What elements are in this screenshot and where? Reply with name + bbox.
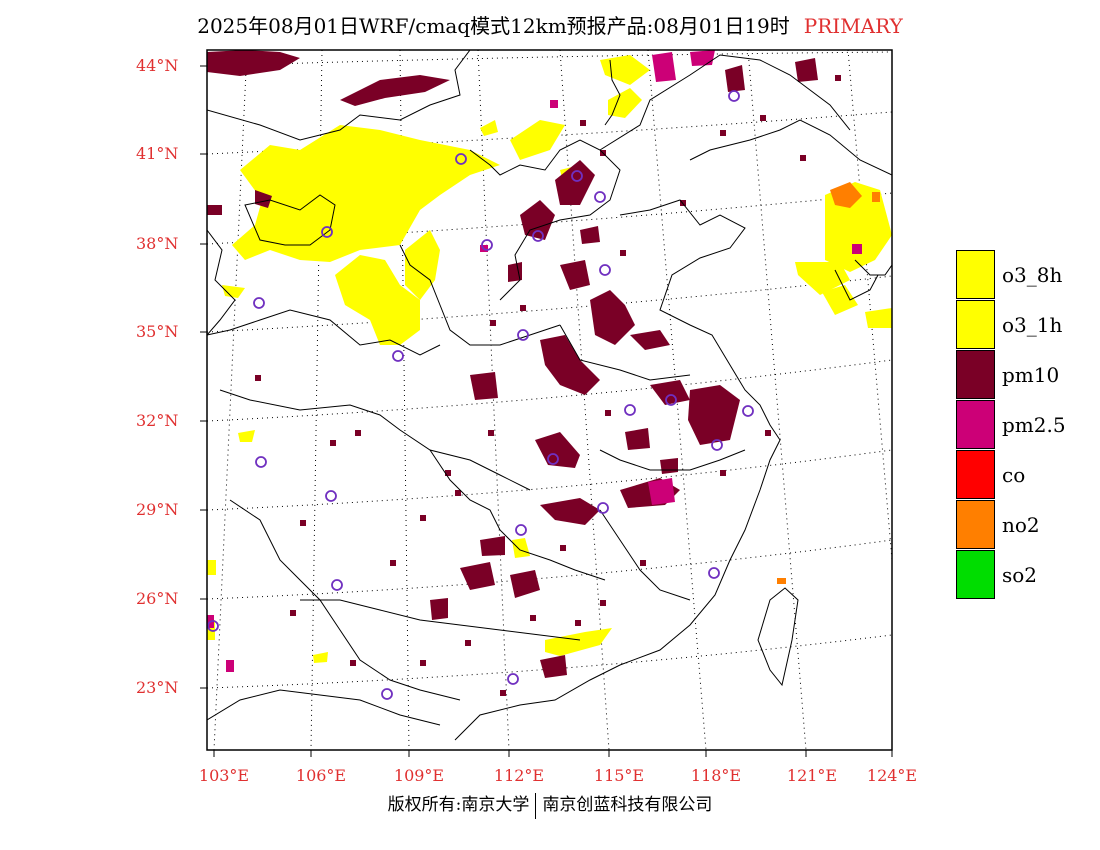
- copyright-footer: 版权所有:南京大学 南京创蓝科技有限公司: [0, 790, 1100, 819]
- legend-swatch: [956, 550, 995, 599]
- tick-marks: [200, 65, 893, 757]
- lat-label-23: 23°N: [136, 678, 179, 697]
- legend-label: o3_1h: [1002, 313, 1063, 337]
- legend-label: pm10: [1002, 363, 1060, 387]
- lat-label-41: 41°N: [136, 144, 179, 163]
- legend-swatch: [956, 250, 995, 299]
- lon-label-118: 118°E: [690, 766, 742, 785]
- legend-label: co: [1002, 463, 1026, 487]
- legend-swatch: [956, 300, 995, 349]
- footer-separator: [535, 792, 537, 819]
- legend-swatch: [956, 450, 995, 499]
- legend-swatch: [956, 350, 995, 399]
- title-primary: PRIMARY: [803, 14, 903, 38]
- lat-label-26: 26°N: [136, 589, 179, 608]
- lat-label-44: 44°N: [136, 56, 179, 75]
- city-markers: [207, 90, 754, 700]
- map-frame: [206, 49, 893, 751]
- lon-label-115: 115°E: [593, 766, 645, 785]
- pm10-speckles: [255, 75, 841, 696]
- lon-label-121: 121°E: [786, 766, 838, 785]
- map-title: 2025年08月01日WRF/cmaq模式12km预报产品:08月01日19时 P…: [0, 10, 1100, 39]
- legend-label: o3_8h: [1002, 263, 1063, 287]
- pm25-areas: [207, 50, 862, 672]
- lon-label-124: 124°E: [866, 766, 918, 785]
- lon-label-109: 109°E: [393, 766, 445, 785]
- title-main: 2025年08月01日WRF/cmaq模式12km预报产品:08月01日19时: [197, 14, 790, 38]
- no2-areas: [777, 182, 880, 584]
- lon-label-103: 103°E: [198, 766, 250, 785]
- lat-label-32: 32°N: [136, 411, 179, 430]
- lat-label-38: 38°N: [136, 234, 179, 253]
- boundary-lines: [207, 50, 892, 741]
- longitude-gridlines: [213, 50, 892, 750]
- legend-swatch: [956, 500, 995, 549]
- lat-label-35: 35°N: [136, 322, 179, 341]
- lon-label-106: 106°E: [295, 766, 347, 785]
- legend-swatch: [956, 400, 995, 449]
- lon-label-112: 112°E: [493, 766, 545, 785]
- footer-right: 南京创蓝科技有限公司: [542, 795, 713, 815]
- legend-label: pm2.5: [1002, 413, 1066, 437]
- lat-label-29: 29°N: [136, 500, 179, 519]
- legend-label: so2: [1002, 563, 1038, 587]
- footer-left: 版权所有:南京大学: [387, 795, 530, 815]
- pm10-areas: [207, 50, 818, 678]
- legend-label: no2: [1002, 513, 1040, 537]
